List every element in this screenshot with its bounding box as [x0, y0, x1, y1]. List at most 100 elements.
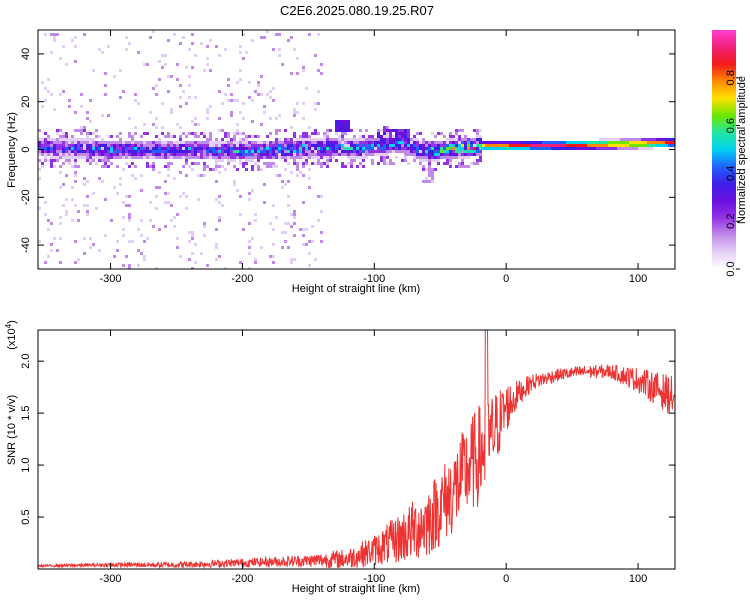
heatmap-cell: [617, 144, 620, 147]
heatmap-cell: [104, 147, 107, 150]
heatmap-cell: [122, 234, 125, 237]
heatmap-cell: [419, 162, 422, 165]
heatmap-cell: [452, 135, 455, 138]
heatmap-cell: [68, 156, 71, 159]
heatmap-cell: [365, 129, 368, 132]
heatmap-cell: [185, 141, 188, 144]
heatmap-cell: [143, 150, 146, 153]
heatmap-cell: [395, 135, 398, 138]
heatmap-cell: [416, 153, 419, 156]
heatmap-cell: [554, 144, 557, 147]
heatmap-cell: [461, 162, 464, 165]
heatmap-cell: [638, 141, 641, 144]
heatmap-cell: [344, 132, 347, 135]
heatmap-cell: [347, 123, 350, 126]
heatmap-cell: [473, 144, 476, 147]
heatmap-cell: [419, 153, 422, 156]
x-tick-label: -200: [231, 273, 253, 285]
heatmap-cell: [203, 165, 206, 168]
heatmap-cell: [176, 123, 179, 126]
heatmap-cell: [41, 141, 44, 144]
heatmap-cell: [65, 141, 68, 144]
heatmap-cell: [548, 141, 551, 144]
heatmap-cell: [41, 147, 44, 150]
heatmap-cell: [89, 99, 92, 102]
heatmap-cell: [209, 153, 212, 156]
heatmap-cell: [221, 138, 224, 141]
heatmap-cell: [419, 156, 422, 159]
heatmap-cell: [50, 153, 53, 156]
heatmap-cell: [317, 219, 320, 222]
heatmap-cell: [302, 150, 305, 153]
heatmap-cell: [314, 108, 317, 111]
heatmap-cell: [239, 141, 242, 144]
heatmap-cell: [473, 153, 476, 156]
heatmap-cell: [338, 129, 341, 132]
heatmap-cell: [47, 144, 50, 147]
heatmap-cell: [215, 228, 218, 231]
heatmap-cell: [284, 264, 287, 267]
heatmap-cell: [287, 207, 290, 210]
heatmap-cell: [44, 159, 47, 162]
heatmap-cell: [50, 93, 53, 96]
heatmap-cell: [95, 207, 98, 210]
heatmap-cell: [362, 150, 365, 153]
heatmap-cell: [248, 156, 251, 159]
heatmap-cell: [323, 150, 326, 153]
heatmap-cell: [428, 171, 431, 174]
heatmap-cell: [158, 186, 161, 189]
heatmap-cell: [284, 159, 287, 162]
heatmap-cell: [80, 147, 83, 150]
heatmap-cell: [104, 141, 107, 144]
heatmap-cell: [50, 33, 53, 36]
heatmap-cell: [659, 141, 662, 144]
heatmap-cell: [281, 150, 284, 153]
heatmap-cell: [209, 144, 212, 147]
heatmap-cell: [413, 144, 416, 147]
heatmap-cell: [65, 159, 68, 162]
heatmap-cell: [383, 144, 386, 147]
heatmap-cell: [401, 135, 404, 138]
heatmap-cell: [125, 144, 128, 147]
heatmap-cell: [326, 153, 329, 156]
heatmap-cell: [167, 174, 170, 177]
heatmap-cell: [500, 147, 503, 150]
heatmap-cell: [437, 153, 440, 156]
heatmap-cell: [155, 144, 158, 147]
heatmap-cell: [233, 150, 236, 153]
heatmap-cell: [131, 156, 134, 159]
heatmap-cell: [269, 165, 272, 168]
heatmap-cell: [254, 213, 257, 216]
heatmap-cell: [185, 150, 188, 153]
heatmap-cell: [650, 141, 653, 144]
heatmap-cell: [155, 150, 158, 153]
heatmap-cell: [185, 66, 188, 69]
heatmap-cell: [266, 162, 269, 165]
heatmap-cell: [308, 147, 311, 150]
heatmap-cell: [278, 114, 281, 117]
heatmap-cell: [302, 117, 305, 120]
heatmap-cell: [152, 147, 155, 150]
heatmap-cell: [428, 150, 431, 153]
heatmap-cell: [173, 177, 176, 180]
heatmap-cell: [305, 159, 308, 162]
heatmap-cell: [641, 144, 644, 147]
heatmap-cell: [203, 69, 206, 72]
heatmap-cell: [56, 138, 59, 141]
heatmap-cell: [305, 141, 308, 144]
heatmap-cell: [170, 219, 173, 222]
y-tick-label: 0.5: [20, 509, 32, 524]
heatmap-cell: [125, 153, 128, 156]
heatmap-cell: [227, 156, 230, 159]
heatmap-cell: [326, 135, 329, 138]
heatmap-cell: [323, 153, 326, 156]
heatmap-cell: [218, 216, 221, 219]
heatmap-cell: [128, 195, 131, 198]
heatmap-cell: [629, 141, 632, 144]
heatmap-cell: [215, 150, 218, 153]
heatmap-cell: [71, 147, 74, 150]
heatmap-cell: [476, 144, 479, 147]
heatmap-cell: [305, 153, 308, 156]
heatmap-cell: [194, 156, 197, 159]
heatmap-cell: [74, 150, 77, 153]
